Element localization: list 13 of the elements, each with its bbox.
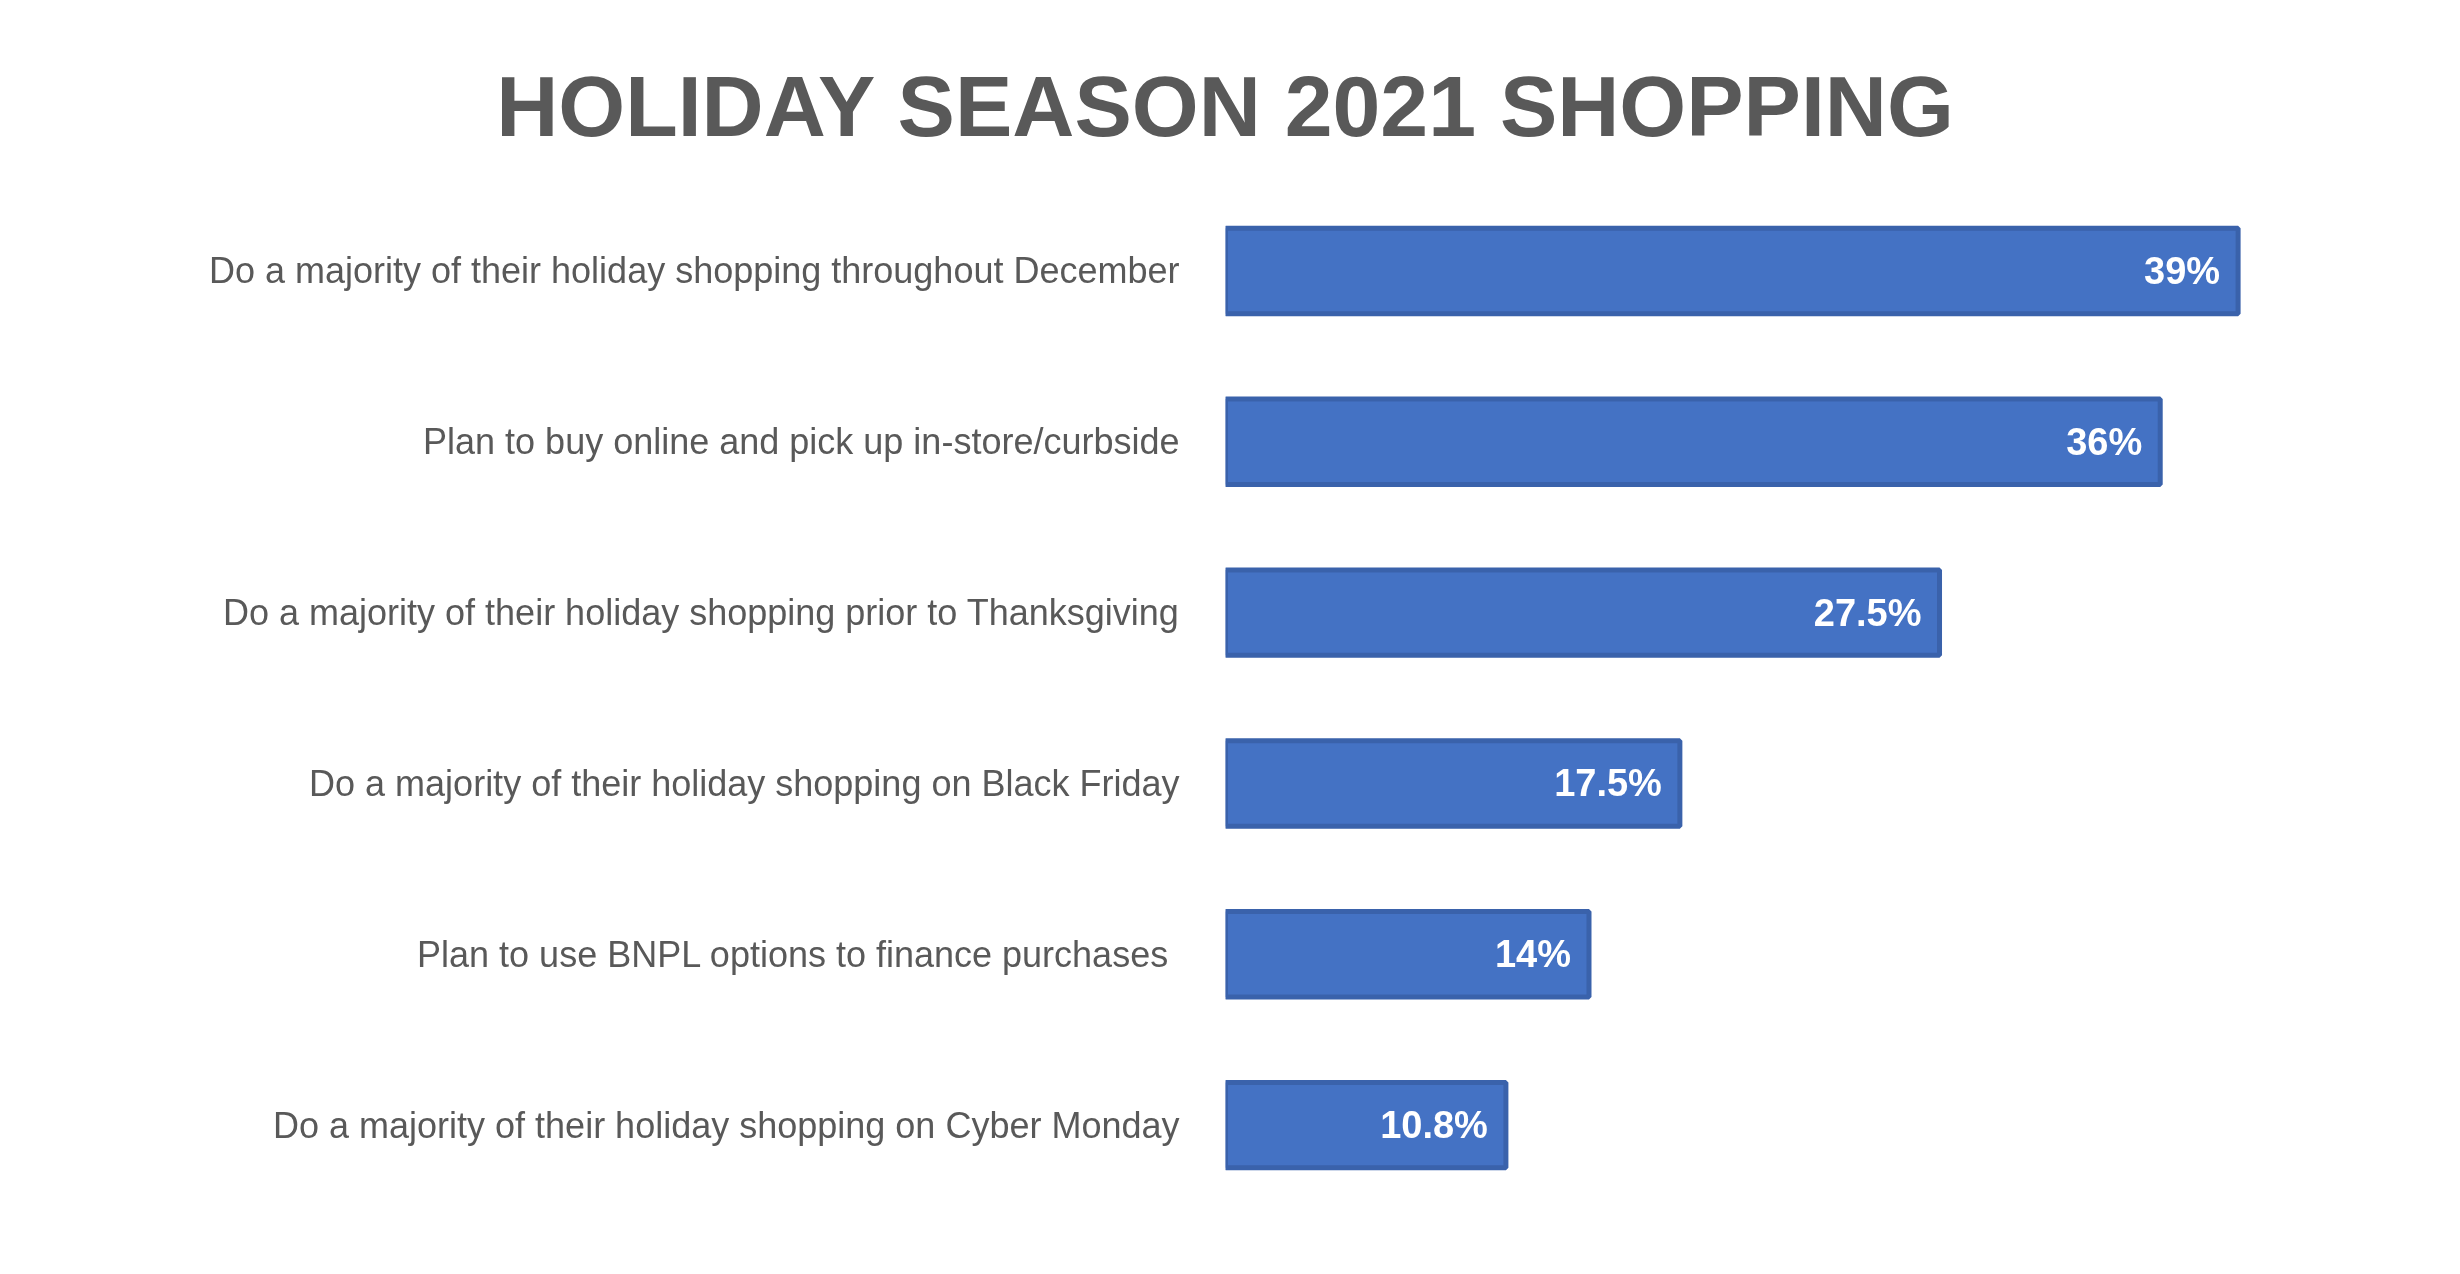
- y-tick-label: Do a majority of their holiday shopping throughout December: [208, 250, 1180, 292]
- y-tick-label: Do a majority of their holiday shopping prior to Thanksgiving: [223, 592, 1179, 634]
- y-tick-label: Do a majority of their holiday shopping on Black Friday: [309, 762, 1180, 804]
- chart-title: HOLIDAY SEASON 2021 SHOPPING: [496, 57, 1954, 156]
- y-tick-label: Do a majority of their holiday shopping on Cyber Monday: [273, 1104, 1180, 1146]
- data-label: 10.8%: [1380, 1104, 1488, 1147]
- data-label: 39%: [2144, 249, 2221, 292]
- data-label: 27.5%: [1813, 591, 1922, 634]
- y-tick-label: Plan to buy online and pick up in-store/curbside: [423, 421, 1180, 463]
- data-label: 36%: [2066, 420, 2143, 463]
- data-label: 14%: [1494, 933, 1572, 976]
- y-tick-label: Plan to use BNPL options to finance purchases: [417, 933, 1169, 975]
- data-label: 17.5%: [1554, 762, 1662, 805]
